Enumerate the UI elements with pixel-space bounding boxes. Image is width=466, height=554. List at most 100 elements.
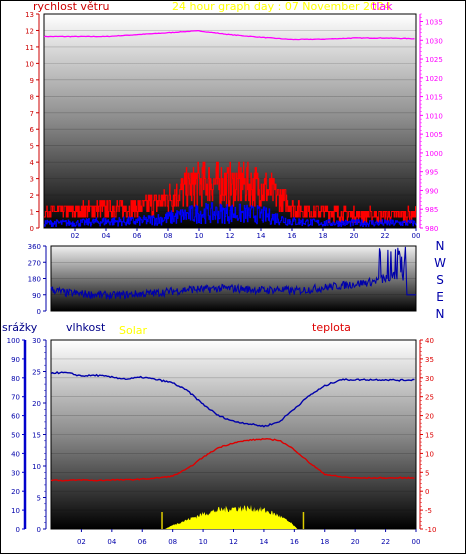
temperature-axis-title: teplota <box>312 321 351 334</box>
direction-line <box>50 246 416 300</box>
wind-pressure-grid <box>44 30 416 212</box>
time-tick-label: 06 <box>138 538 147 546</box>
time-tick-label: 12 <box>226 232 235 240</box>
rain-tick-label: 70 <box>11 394 20 402</box>
wind-tick-label: 13 <box>25 11 34 19</box>
wind-time-axis: 02 04 06 08 10 12 14 16 18 20 22 00 <box>71 228 421 240</box>
time-tick-label: 18 <box>320 538 329 546</box>
wind-tick-label: 8 <box>30 93 34 101</box>
time-tick-label: 06 <box>133 232 142 240</box>
temperature-tick-label: 40 <box>425 337 434 345</box>
pressure-tick-label: 1035 <box>425 19 443 27</box>
rain-tick-label: 0 <box>16 526 20 534</box>
wind-tick-label: 2 <box>30 192 34 200</box>
humidity-tick-label: 0 <box>37 526 41 534</box>
humidity-temperature-panel <box>50 339 417 530</box>
humidity-axis-title: vlhkost <box>66 321 106 334</box>
wind-tick-label: 6 <box>30 126 35 134</box>
time-tick-label: 00 <box>412 232 421 240</box>
direction-tick-label: 360 <box>28 243 41 251</box>
wind-line <box>44 202 417 227</box>
rain-axis: 0 10 20 30 40 50 60 70 80 90 100 <box>7 337 27 534</box>
pressure-tick-label: 980 <box>425 225 438 233</box>
temperature-tick-label: 35 <box>425 356 434 364</box>
humidity-temperature-grid <box>51 358 416 511</box>
time-tick-label: 12 <box>229 538 238 546</box>
pressure-tick-label: 1005 <box>425 131 443 139</box>
direction-tick-label: 270 <box>28 259 41 267</box>
humidity-tick-label: 20 <box>32 400 41 408</box>
time-tick-label: 20 <box>350 232 359 240</box>
time-tick-label: 10 <box>195 232 204 240</box>
temperature-line <box>50 437 415 482</box>
rain-tick-label: 80 <box>11 375 20 383</box>
wind-tick-label: 10 <box>25 60 34 68</box>
wind-tick-label: 5 <box>30 143 34 151</box>
wind-axis-title: rychlost větru <box>33 0 109 13</box>
rain-tick-label: 90 <box>11 356 20 364</box>
temperature-axis: -10 -5 0 5 10 15 20 25 30 35 40 <box>419 337 436 534</box>
pressure-tick-label: 1030 <box>425 37 443 45</box>
temperature-tick-label: -10 <box>425 526 436 534</box>
graph-title: 24 hour graph day : 07 November 2024 <box>172 0 391 13</box>
time-tick-label: 20 <box>351 538 360 546</box>
time-tick-label: 10 <box>199 538 208 546</box>
pressure-axis: 980 985 990 995 1000 1005 1010 1015 1020 1025 1030… <box>419 13 443 233</box>
time-tick-label: 02 <box>71 232 80 240</box>
rain-tick-label: 10 <box>11 507 20 515</box>
wind-tick-label: 7 <box>30 110 34 118</box>
pressure-tick-label: 990 <box>425 187 438 195</box>
rain-tick-label: 20 <box>11 488 20 496</box>
pressure-tick-label: 1015 <box>425 94 443 102</box>
time-tick-label: 22 <box>381 232 390 240</box>
solar-area <box>165 504 298 529</box>
direction-tick-label: 0 <box>37 308 41 316</box>
temperature-tick-label: -5 <box>425 507 432 515</box>
wind-tick-label: 4 <box>30 159 35 167</box>
wind-tick-label: 1 <box>30 209 34 217</box>
wind-tick-label: 3 <box>30 176 34 184</box>
time-tick-label: 08 <box>164 232 173 240</box>
rain-tick-label: 100 <box>7 337 20 345</box>
gust-line <box>44 161 416 223</box>
rain-tick-label: 30 <box>11 469 20 477</box>
temperature-tick-label: 10 <box>425 450 434 458</box>
temperature-tick-label: 20 <box>425 413 434 421</box>
time-tick-label: 04 <box>107 538 116 546</box>
humidity-temperature-series <box>50 371 415 529</box>
compass-label: N <box>436 307 445 321</box>
compass-label: E <box>436 290 444 304</box>
direction-tick-label: 180 <box>28 276 41 284</box>
pressure-line <box>43 30 415 41</box>
humidity-tick-label: 30 <box>32 337 41 345</box>
time-tick-label: 02 <box>77 538 86 546</box>
pressure-tick-label: 1025 <box>425 56 443 64</box>
pressure-axis-title: tlak <box>372 0 393 13</box>
compass-label: S <box>436 273 444 287</box>
pressure-tick-label: 1010 <box>425 112 443 120</box>
humidity-tick-label: 15 <box>32 432 41 440</box>
wind-tick-label: 11 <box>25 44 34 52</box>
humidity-time-axis: 02 04 06 08 10 12 14 16 18 20 22 00 <box>77 529 421 546</box>
time-tick-label: 14 <box>257 232 266 240</box>
pressure-tick-label: 1000 <box>425 150 443 158</box>
time-tick-label: 16 <box>290 538 299 546</box>
wind-tick-label: 0 <box>30 225 34 233</box>
wind-tick-label: 12 <box>25 27 34 35</box>
rain-axis-title: srážky <box>2 321 38 334</box>
solar-title: Solar <box>119 324 148 337</box>
time-tick-label: 08 <box>168 538 177 546</box>
compass-label: W <box>434 256 446 270</box>
time-tick-label: 00 <box>412 538 421 546</box>
rain-tick-label: 60 <box>11 413 20 421</box>
rain-tick-label: 50 <box>11 432 20 440</box>
time-tick-label: 16 <box>288 232 297 240</box>
time-tick-label: 04 <box>102 232 111 240</box>
wind-tick-label: 9 <box>30 77 34 85</box>
pressure-tick-label: 985 <box>425 206 438 214</box>
wind-direction-panel <box>50 245 417 312</box>
